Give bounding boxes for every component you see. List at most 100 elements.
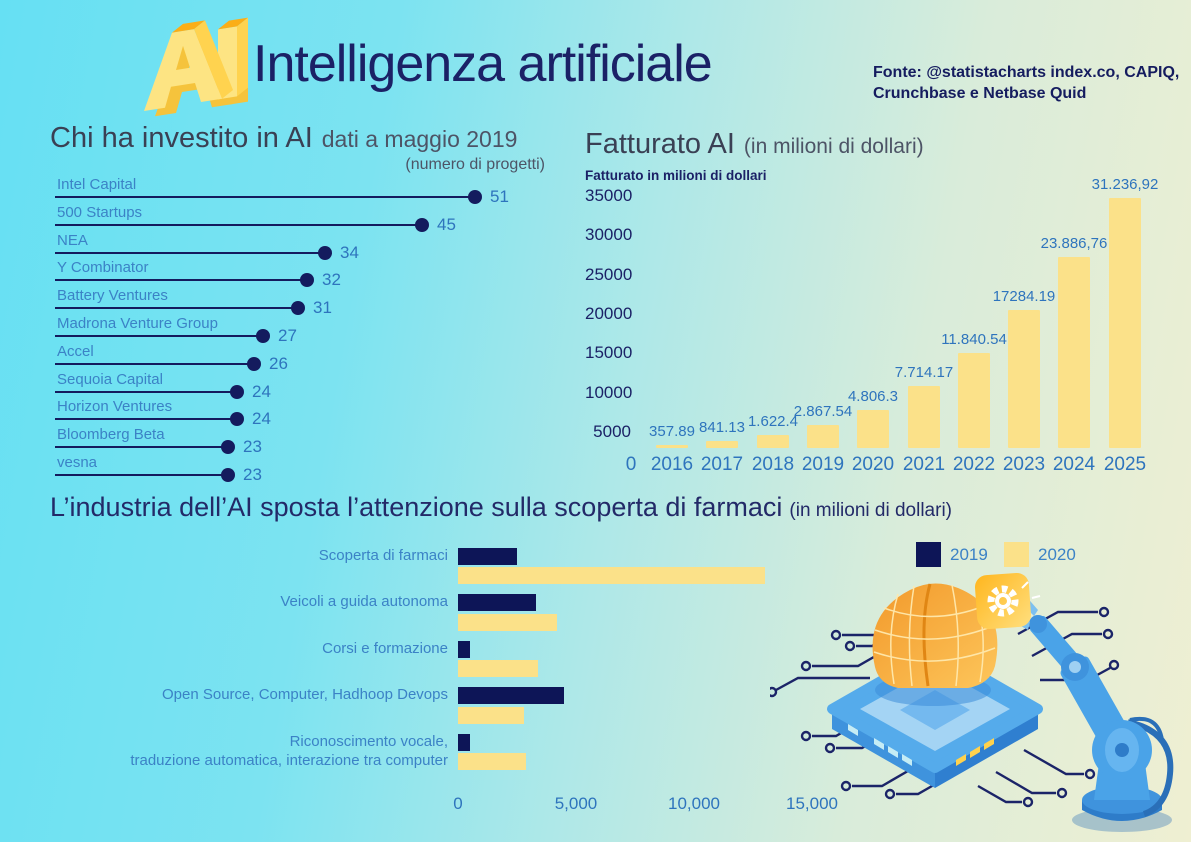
investor-row: Bloomberg Beta 23 xyxy=(55,425,543,456)
fatturato-value-label: 841.13 xyxy=(699,419,745,436)
legend-label-2020: 2020 xyxy=(1038,544,1076,564)
legend-swatch-2019 xyxy=(916,542,941,567)
robot-arm-icon xyxy=(1010,594,1174,832)
legend-label-2019: 2019 xyxy=(950,544,988,564)
industry-title: L’industria dell’AI sposta l’attenzione … xyxy=(50,492,952,523)
investors-subtitle: dati a maggio 2019 xyxy=(321,126,518,152)
gear-icon xyxy=(987,585,1019,617)
investor-value: 45 xyxy=(437,214,456,234)
investor-label: Y Combinator xyxy=(57,259,149,277)
investor-label: Horizon Ventures xyxy=(57,398,173,416)
investor-row: Battery Ventures 31 xyxy=(55,286,543,317)
investor-row: Horizon Ventures 24 xyxy=(55,397,543,428)
fatturato-value-label: 11.840.54 xyxy=(941,331,1007,348)
fatturato-title-text: Fatturato AI xyxy=(585,128,735,160)
fatturato-bar xyxy=(908,386,940,448)
investor-value: 23 xyxy=(243,465,262,484)
fatturato-bar xyxy=(757,435,789,448)
fatturato-bar xyxy=(958,353,990,448)
industry-bar-2020 xyxy=(458,660,538,678)
fatturato-year-label: 2017 xyxy=(700,454,744,475)
industry-x-tick: 15,000 xyxy=(786,794,838,813)
fatturato-value-label: 31.236,92 xyxy=(1091,176,1159,193)
fatturato-year-label: 2019 xyxy=(801,454,845,475)
lollipop-line xyxy=(55,196,475,198)
industry-x-tick: 10,000 xyxy=(668,794,720,813)
brain-icon xyxy=(872,583,998,706)
industry-title-text: L’industria dell’AI sposta l’attenzione … xyxy=(50,492,783,522)
industry-category-label: Corsi e formazione xyxy=(322,639,448,657)
fatturato-title-note: (in milioni di dollari) xyxy=(743,135,924,158)
lollipop-dot-icon xyxy=(291,301,305,316)
industry-category-label: Riconoscimento vocale, traduzione automat… xyxy=(130,732,448,769)
fatturato-bar xyxy=(1109,198,1141,448)
investor-value: 26 xyxy=(269,353,288,373)
industry-bar-2019 xyxy=(458,594,536,612)
sparkle-icon xyxy=(1021,581,1041,599)
industry-category-label: Open Source, Computer, Hadhoop Devops xyxy=(161,686,448,704)
fatturato-y-tick: 10000 xyxy=(585,382,633,402)
lollipop-dot-icon xyxy=(300,273,314,288)
investors-title-text: Chi ha investito in AI xyxy=(50,122,313,154)
investor-row: Madrona Venture Group 27 xyxy=(55,314,543,345)
lollipop-line xyxy=(55,335,263,337)
industry-title-note: (in milioni di dollari) xyxy=(789,500,952,521)
fatturato-bar xyxy=(857,410,889,448)
lollipop-dot-icon xyxy=(221,440,235,455)
fatturato-year-label: 2024 xyxy=(1052,454,1096,475)
investor-value: 23 xyxy=(243,437,262,457)
fatturato-value-label: 17284.19 xyxy=(992,288,1056,305)
fatturato-bar xyxy=(1058,257,1090,448)
investor-label: Sequoia Capital xyxy=(57,370,163,388)
lollipop-line xyxy=(55,279,307,282)
investors-chart: Chi ha investito in AI dati a maggio 2019… xyxy=(50,122,545,487)
fatturato-value-label: 1.622.4 xyxy=(747,413,799,430)
investor-value: 27 xyxy=(278,326,297,345)
investor-value: 31 xyxy=(313,298,332,318)
page-title: Intelligenza artificiale xyxy=(253,35,713,93)
investor-label: Bloomberg Beta xyxy=(57,426,165,444)
fatturato-value-label: 2.867.54 xyxy=(793,403,853,420)
app-tile-icon xyxy=(974,572,1032,630)
fatturato-value-label: 357.89 xyxy=(649,423,695,440)
fatturato-year-label: 2022 xyxy=(952,454,996,475)
ai-logo-icon xyxy=(144,17,248,117)
lollipop-dot-icon xyxy=(230,384,244,399)
investor-label: 500 Startups xyxy=(57,203,143,221)
fatturato-year-label: 2016 xyxy=(650,454,694,475)
lollipop-dot-icon xyxy=(256,329,270,343)
fatturato-y-tick: 5000 xyxy=(593,421,631,441)
investor-label: Battery Ventures xyxy=(57,287,168,305)
investor-value: 24 xyxy=(252,381,271,401)
industry-x-tick: 5,000 xyxy=(554,794,598,813)
lollipop-line xyxy=(55,418,237,421)
fatturato-y-tick: 25000 xyxy=(585,264,633,284)
legend-item-2019: 2019 xyxy=(916,542,988,567)
fatturato-y-axis-label: Fatturato in milioni di dollari xyxy=(585,168,767,183)
investor-row: Y Combinator 32 xyxy=(55,258,543,289)
lollipop-line xyxy=(55,474,228,476)
fatturato-x-zero-label: 0 xyxy=(625,454,637,475)
fatturato-year-label: 2025 xyxy=(1103,454,1147,475)
fatturato-year-label: 2023 xyxy=(1002,454,1046,475)
fatturato-year-label: 2018 xyxy=(751,454,795,475)
industry-bar-2020 xyxy=(458,706,524,724)
fatturato-bar xyxy=(706,441,738,448)
lollipop-dot-icon xyxy=(247,356,261,371)
lollipop-dot-icon xyxy=(230,412,244,427)
source-line-1: Fonte: @statistacharts index.co, CAPIQ, xyxy=(873,64,1180,81)
investors-title: Chi ha investito in AI dati a maggio 2019 xyxy=(50,122,545,155)
fatturato-year-label: 2020 xyxy=(851,454,895,475)
investor-row: Accel 26 xyxy=(55,342,543,373)
lollipop-dot-icon xyxy=(468,190,482,204)
legend-item-2020: 2020 xyxy=(1004,542,1076,567)
investor-row: 500 Startups 45 xyxy=(55,203,543,234)
fatturato-bar xyxy=(1008,310,1040,448)
investor-value: 32 xyxy=(322,270,341,290)
fatturato-y-tick: 30000 xyxy=(585,225,633,245)
industry-x-tick: 0 xyxy=(453,794,463,813)
source-line-2: Crunchbase e Netbase Quid xyxy=(873,85,1087,102)
industry-bar-2020 xyxy=(458,613,557,631)
investor-row: vesna 23 xyxy=(55,453,543,484)
source-credit: Fonte: @statistacharts index.co, CAPIQ, … xyxy=(873,62,1183,104)
